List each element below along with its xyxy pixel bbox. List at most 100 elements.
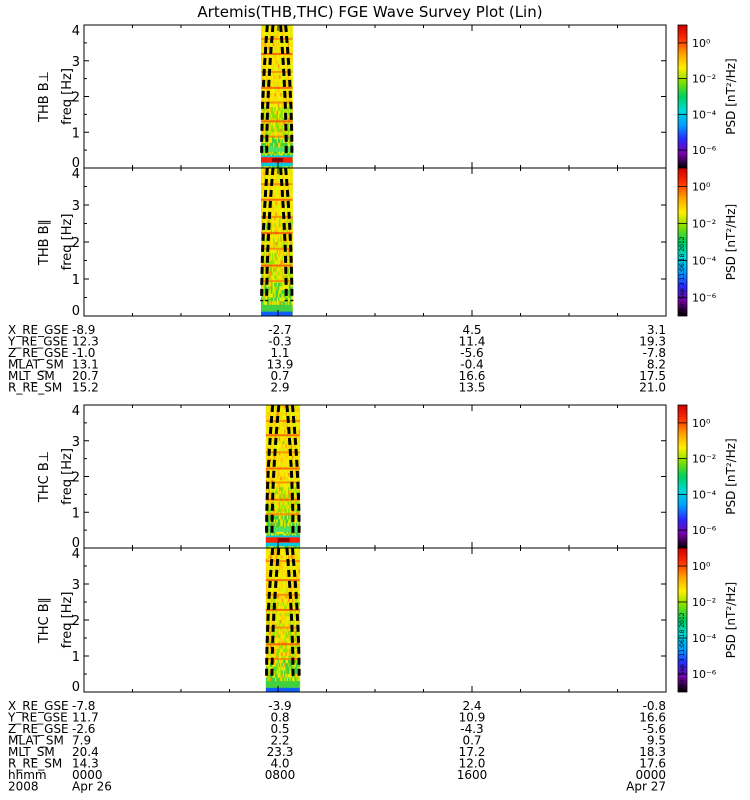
spectrogram-cell bbox=[286, 462, 289, 467]
spectrogram-cell bbox=[276, 67, 279, 72]
spectrogram-cell bbox=[285, 275, 287, 280]
spectrogram-cell bbox=[270, 293, 273, 298]
spectrogram-cell bbox=[264, 297, 267, 302]
spectrogram-cell bbox=[268, 293, 270, 298]
spectrogram-cell bbox=[298, 437, 301, 442]
spectrogram-cell bbox=[275, 267, 278, 272]
spectrogram-cell bbox=[289, 652, 291, 657]
spectrogram-cell bbox=[279, 212, 281, 217]
spectrogram-cell bbox=[291, 186, 293, 191]
spectrogram-cell bbox=[277, 494, 280, 499]
spectrogram-cell bbox=[290, 175, 292, 180]
spectrogram-cell bbox=[281, 96, 284, 101]
spectrogram-cell bbox=[288, 193, 291, 198]
spectrogram-cell bbox=[268, 623, 271, 628]
ephem-label: hhmm bbox=[8, 768, 47, 782]
spectrogram-cell bbox=[284, 630, 286, 635]
spectrogram-cell bbox=[267, 193, 269, 198]
spectrogram-cell bbox=[270, 121, 273, 126]
spectrogram-cell bbox=[276, 60, 279, 65]
spectrogram-cell bbox=[269, 515, 272, 520]
spectrogram-cell bbox=[284, 415, 286, 420]
spectrogram-cell bbox=[285, 67, 287, 72]
spectrogram-cell bbox=[290, 609, 293, 614]
spectrogram-cell bbox=[280, 260, 282, 265]
spectrogram-cell bbox=[295, 505, 298, 509]
spectrogram-cell bbox=[274, 128, 276, 133]
spectrogram-cell bbox=[265, 107, 268, 112]
spectrogram-cell bbox=[267, 440, 269, 445]
spectrogram-cell bbox=[293, 616, 295, 621]
spectrogram-cell bbox=[275, 53, 278, 58]
spectrogram-cell bbox=[294, 638, 297, 642]
spectrogram-cell bbox=[286, 677, 289, 682]
harmonic-streak bbox=[265, 513, 300, 516]
spectrogram-cell bbox=[284, 75, 286, 79]
spectrogram-cell bbox=[282, 652, 285, 657]
spectrogram-cell bbox=[269, 249, 272, 254]
spectrogram-cell bbox=[293, 630, 295, 635]
spectrogram-cell bbox=[280, 75, 282, 79]
spectrogram-cell bbox=[268, 476, 271, 481]
spectrogram-cell bbox=[290, 476, 293, 481]
spectrogram-cell bbox=[269, 412, 272, 417]
spectrogram-cell bbox=[263, 28, 265, 33]
spectrogram-cell bbox=[267, 212, 269, 217]
spectrogram-cell bbox=[287, 128, 290, 133]
spectrogram-cell bbox=[276, 75, 279, 79]
spectrogram-cell bbox=[262, 28, 264, 33]
spectrogram-cell bbox=[281, 666, 284, 671]
spectrogram-cell bbox=[274, 179, 276, 184]
spectrogram-cell bbox=[295, 562, 298, 567]
spectrogram-cell bbox=[286, 242, 288, 246]
spectrogram-cell bbox=[286, 469, 289, 474]
spectrogram-cell bbox=[288, 412, 290, 417]
spectrogram-cell bbox=[269, 408, 272, 413]
spectrogram-cell bbox=[286, 67, 288, 72]
spectrogram-cell bbox=[277, 656, 280, 660]
spectrogram-cell bbox=[285, 219, 287, 224]
spectrogram-cell bbox=[288, 53, 291, 58]
spectrogram-cell bbox=[265, 82, 268, 87]
spectrogram-cell bbox=[267, 96, 269, 101]
spectrogram-cell bbox=[268, 505, 271, 509]
spectrogram-cell bbox=[286, 472, 289, 477]
spectrogram-cell bbox=[269, 103, 272, 108]
spectrogram-cell bbox=[293, 598, 295, 603]
spectrogram-cell bbox=[274, 57, 276, 62]
spectrogram-cell bbox=[261, 75, 263, 79]
spectrogram-cell bbox=[274, 193, 276, 198]
spectrogram-cell bbox=[268, 530, 271, 534]
spectrogram-cell bbox=[273, 444, 276, 449]
spectrogram-cell bbox=[263, 186, 265, 191]
spectrogram-cell bbox=[264, 238, 267, 243]
spectrogram-cell bbox=[273, 282, 275, 287]
spectrogram-cell bbox=[298, 458, 301, 463]
spectrogram-cell bbox=[288, 208, 291, 213]
spectrogram-cell bbox=[263, 242, 265, 246]
spectrogram-cell bbox=[276, 616, 278, 621]
spectrogram-cell bbox=[290, 620, 293, 624]
spectrogram-cell bbox=[268, 267, 270, 272]
spectrogram-cell bbox=[287, 135, 290, 140]
spectrogram-cell bbox=[295, 426, 298, 431]
spectrogram-cell bbox=[270, 275, 273, 280]
spectrogram-cell bbox=[278, 562, 281, 567]
spectrogram-cell bbox=[271, 50, 274, 54]
spectrogram-cell bbox=[276, 555, 278, 560]
spectrogram-cell bbox=[273, 562, 276, 567]
spectrogram-cell bbox=[287, 175, 290, 180]
spectrogram-cell bbox=[285, 490, 288, 495]
spectrogram-cell bbox=[273, 190, 275, 195]
spectrogram-cell bbox=[274, 60, 276, 65]
spectrogram-cell bbox=[291, 193, 293, 198]
spectrogram-cell bbox=[280, 430, 282, 434]
spectrogram-cell bbox=[271, 175, 274, 180]
spectrogram-cell bbox=[290, 205, 292, 209]
harmonic-streak bbox=[265, 467, 300, 470]
spectrogram-cell bbox=[276, 677, 278, 682]
spectrogram-cell bbox=[290, 286, 292, 291]
spectrogram-cell bbox=[276, 505, 278, 509]
spectrogram-cell bbox=[276, 57, 279, 62]
spectrogram-cell bbox=[285, 555, 288, 560]
